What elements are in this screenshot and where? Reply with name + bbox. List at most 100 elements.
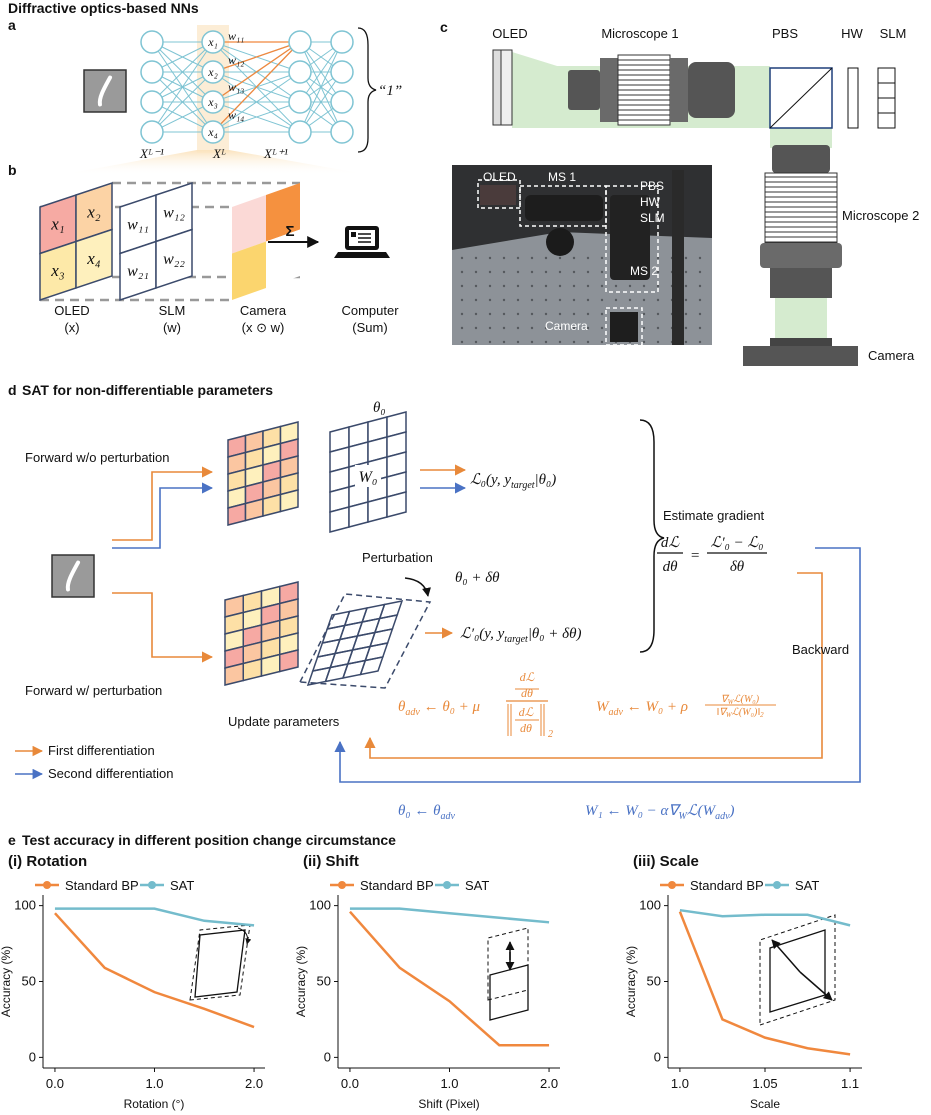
table-hole: [531, 285, 533, 287]
table-hole: [643, 327, 645, 329]
layer-label: Xᴸ: [212, 146, 226, 161]
y-axis-label: Accuracy (%): [624, 946, 638, 1017]
shape: [349, 502, 368, 527]
table-hole: [475, 313, 477, 315]
table-hole: [461, 271, 463, 273]
panel-label: b: [8, 162, 17, 178]
shape: [501, 50, 512, 125]
theta-perturbed-label: θ₀ + δθ: [455, 570, 500, 586]
table-hole: [503, 341, 505, 343]
shape: [228, 504, 246, 526]
neuron: [331, 61, 353, 83]
table-hole: [587, 299, 589, 301]
shape: [743, 346, 858, 366]
shape: [760, 243, 842, 268]
table-hole: [601, 327, 603, 329]
table-hole: [643, 341, 645, 343]
y-tick-label: 0: [654, 1049, 661, 1064]
sum-symbol: Σ: [285, 223, 294, 240]
input-label: x₃: [207, 95, 218, 109]
neuron: [331, 91, 353, 113]
shape: [387, 492, 406, 517]
table-hole: [657, 257, 659, 259]
formula-part: dℒ: [519, 705, 534, 719]
table-hole: [461, 257, 463, 259]
formula-subscript: adv: [715, 811, 730, 822]
gradient-part: δθ: [730, 559, 745, 575]
panel-label: d: [8, 382, 17, 398]
shape: [361, 657, 383, 675]
panel-title: SAT for non-differentiable parameters: [22, 382, 273, 398]
table-hole: [559, 341, 561, 343]
table-hole: [517, 285, 519, 287]
table-hole: [699, 313, 701, 315]
legend-label: SAT: [465, 878, 489, 893]
x-tick-label: 1.05: [752, 1076, 777, 1091]
shape: [280, 650, 298, 672]
stroke: [772, 940, 800, 972]
device-caption: Computer: [341, 303, 399, 318]
table-hole: [699, 257, 701, 259]
stroke: [770, 68, 832, 128]
table-hole: [461, 313, 463, 315]
table-hole: [489, 313, 491, 315]
legend-swatch: [443, 881, 451, 889]
x-axis-label: Shift (Pixel): [418, 1097, 479, 1111]
table-hole: [685, 257, 687, 259]
table-hole: [531, 257, 533, 259]
neuron: [141, 31, 163, 53]
table-hole: [475, 285, 477, 287]
shape: [351, 232, 356, 237]
shape: [878, 83, 895, 98]
figure: Diffractive optics-based NNs a “1” b Σ c…: [0, 0, 931, 1115]
oled-cell-label: x₁: [50, 214, 64, 233]
photo-label: MS 1: [548, 170, 576, 184]
table-hole: [685, 327, 687, 329]
oled-cell-label: x₄: [86, 249, 101, 268]
table-hole: [573, 299, 575, 301]
table-hole: [601, 271, 603, 273]
backward-label: Backward: [792, 642, 849, 657]
device-caption: OLED: [54, 303, 89, 318]
legend-swatch: [43, 881, 51, 889]
table-hole: [587, 285, 589, 287]
shape: [878, 113, 895, 128]
formula-part: dℒ: [520, 670, 535, 684]
formula-part: ∇Wℒ(W₀): [721, 694, 760, 706]
forward-perturbed-label: Forward w/ perturbation: [25, 683, 162, 698]
y-axis-label: Accuracy (%): [294, 946, 308, 1017]
table-hole: [489, 285, 491, 287]
formula-part: dθ: [521, 686, 533, 700]
table-hole: [657, 285, 659, 287]
y-tick-label: 0: [324, 1049, 331, 1064]
diagram-layer: [15, 25, 895, 1025]
shape: [330, 507, 349, 532]
loss-perturbed-formula: ℒ′₀(y, ytarget|θ₀ + δθ): [460, 626, 581, 645]
table-hole: [559, 313, 561, 315]
legend-swatch: [148, 881, 156, 889]
table-hole: [489, 257, 491, 259]
table-hole: [587, 313, 589, 315]
table-hole: [685, 271, 687, 273]
panel-label: c: [440, 19, 448, 35]
w-adv-formula: Wadv ← W₀ + ρ: [596, 699, 688, 718]
weight-label: w₁₂: [228, 53, 244, 67]
shape: [262, 655, 280, 677]
shape: [480, 185, 516, 205]
x-tick-label: 1.1: [841, 1076, 859, 1091]
x-tick-label: 2.0: [245, 1076, 263, 1091]
table-hole: [643, 299, 645, 301]
theta-adv-formula: θadv ← θ₀ + μ: [398, 699, 481, 718]
table-hole: [461, 285, 463, 287]
photo-label: PBS: [640, 179, 664, 193]
series-line: [350, 912, 549, 1046]
table-hole: [503, 327, 505, 329]
legend-swatch: [773, 881, 781, 889]
table-hole: [531, 341, 533, 343]
slm-cell-label: w₁₁: [127, 216, 149, 233]
flow-arrow: [340, 548, 860, 782]
flow-arrow: [112, 488, 212, 548]
y-tick-label: 100: [309, 898, 331, 913]
formula-subscript: target: [511, 480, 535, 491]
photo-label: HW: [640, 195, 661, 209]
